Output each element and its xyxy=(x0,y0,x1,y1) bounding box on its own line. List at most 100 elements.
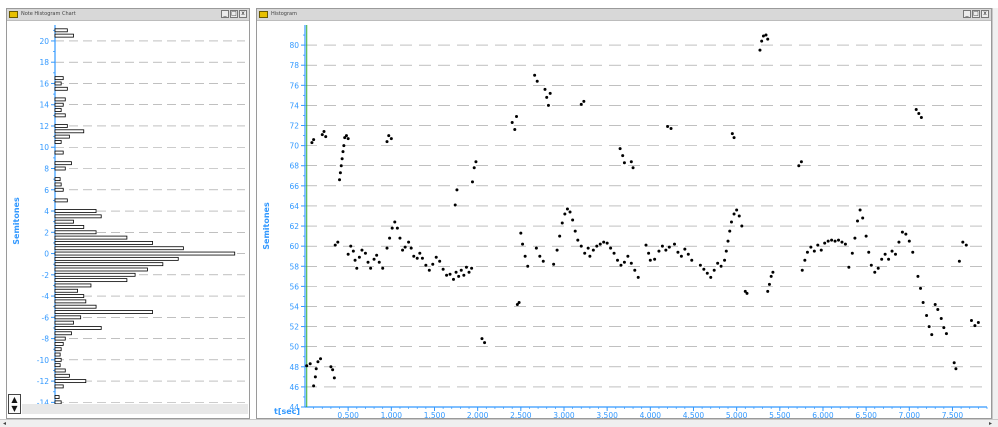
horizontal-scrollbar[interactable]: ◂ ▸ xyxy=(0,419,998,427)
pitch-point xyxy=(761,34,765,38)
hist-y-tick-label: 20 xyxy=(39,37,49,46)
pitch-point xyxy=(726,239,730,243)
pitch-point xyxy=(320,133,324,137)
pitch-point xyxy=(809,245,813,249)
pitch-point xyxy=(480,337,484,341)
stepper-up-icon[interactable]: ▲ xyxy=(11,395,18,404)
pitch-point xyxy=(545,95,549,99)
histogram-scrollbar[interactable] xyxy=(22,404,248,414)
close-button[interactable]: x xyxy=(239,10,247,18)
pitch-point xyxy=(705,271,709,275)
pitch-point xyxy=(441,267,445,271)
hist-y-tick-label: -14 xyxy=(37,398,49,407)
pitch-point xyxy=(764,33,768,37)
minimize-button[interactable]: _ xyxy=(221,10,229,18)
pitch-point xyxy=(333,243,337,247)
scatter-x-tick-label: 4.000 xyxy=(640,411,662,419)
pitch-point xyxy=(541,259,545,263)
hist-bar xyxy=(54,81,62,86)
pitch-point xyxy=(331,368,335,372)
hist-bar xyxy=(54,134,70,139)
scatter-x-label: t[sec] xyxy=(274,407,300,416)
pitch-point xyxy=(415,256,419,260)
hist-bar xyxy=(54,331,72,336)
maximize-button[interactable]: □ xyxy=(230,10,238,18)
hist-bar xyxy=(54,278,128,283)
pitch-point xyxy=(558,234,562,238)
pitch-point xyxy=(619,263,623,267)
pitch-point xyxy=(907,239,911,243)
scatter-x-tick-label: 2.000 xyxy=(467,411,489,419)
pitch-point xyxy=(760,39,764,43)
pitch-point xyxy=(880,257,884,261)
hist-bar xyxy=(54,166,66,171)
hist-y-tick-label: 14 xyxy=(39,101,49,110)
pitch-title: Histogram xyxy=(271,11,297,17)
hist-bar xyxy=(54,304,97,309)
pitch-point xyxy=(698,263,702,267)
pitch-point xyxy=(338,178,342,182)
scroll-right-icon[interactable]: ▸ xyxy=(988,420,992,427)
pitch-point xyxy=(312,384,316,388)
pitch-point xyxy=(667,245,671,249)
pitch-point xyxy=(357,255,361,259)
pitch-point xyxy=(843,242,847,246)
pitch-point xyxy=(858,208,862,212)
pitch-point xyxy=(462,273,466,277)
maximize-button[interactable]: □ xyxy=(972,10,980,18)
pitch-point xyxy=(552,262,556,266)
pitch-point xyxy=(453,203,457,207)
pitch-point xyxy=(355,266,359,270)
scroll-left-icon[interactable]: ◂ xyxy=(3,420,7,427)
scatter-y-tick-label: 44 xyxy=(289,403,299,412)
scatter-y-tick-label: 70 xyxy=(289,142,299,151)
pitch-point xyxy=(833,239,837,243)
pitch-point xyxy=(952,361,956,365)
pitch-point xyxy=(648,258,652,262)
hist-bar xyxy=(54,225,85,229)
pitch-point xyxy=(869,263,873,267)
pitch-point xyxy=(521,242,525,246)
pitch-point xyxy=(571,218,575,222)
histogram-titlebar[interactable]: Note Histogram Chart _ □ x xyxy=(7,9,249,21)
minimize-button[interactable]: _ xyxy=(963,10,971,18)
window-icon xyxy=(9,11,18,18)
pitch-point xyxy=(573,229,577,233)
stepper-down-icon[interactable]: ▼ xyxy=(11,404,18,413)
hist-bar xyxy=(54,400,62,405)
scatter-y-tick-label: 58 xyxy=(289,262,299,271)
hist-bar xyxy=(54,267,148,272)
pitch-titlebar[interactable]: Histogram _ □ x xyxy=(257,9,991,21)
close-button[interactable]: x xyxy=(981,10,989,18)
hist-bar xyxy=(54,230,97,235)
scatter-y-tick-label: 52 xyxy=(289,323,299,332)
pitch-point xyxy=(538,254,542,258)
pitch-point xyxy=(565,207,569,211)
pitch-point xyxy=(387,134,391,138)
pitch-point xyxy=(883,252,887,256)
scatter-y-label: Semitones xyxy=(262,202,271,250)
pitch-point xyxy=(964,243,968,247)
pitch-point xyxy=(336,240,340,244)
hist-y-tick-label: 6 xyxy=(44,186,49,195)
scatter-y-tick-label: 48 xyxy=(289,363,299,372)
pitch-point xyxy=(893,252,897,256)
pitch-point xyxy=(543,87,547,91)
pitch-point xyxy=(548,91,552,95)
vertical-scrollbar[interactable] xyxy=(992,8,998,419)
pitch-point xyxy=(919,286,923,290)
hist-y-tick-label: -10 xyxy=(37,356,49,365)
pitch-point xyxy=(579,244,583,248)
hist-bar xyxy=(54,315,82,320)
scatter-y-tick-label: 80 xyxy=(289,41,299,50)
pitch-point xyxy=(930,333,934,337)
pitch-point xyxy=(349,244,353,248)
pitch-point xyxy=(464,265,468,269)
pitch-point xyxy=(647,251,651,255)
pitch-point xyxy=(515,302,519,306)
pitch-point xyxy=(626,254,630,258)
zoom-stepper[interactable]: ▲ ▼ xyxy=(8,394,21,414)
pitch-point xyxy=(339,164,343,168)
pitch-point xyxy=(887,257,891,261)
pitch-point xyxy=(864,234,868,238)
